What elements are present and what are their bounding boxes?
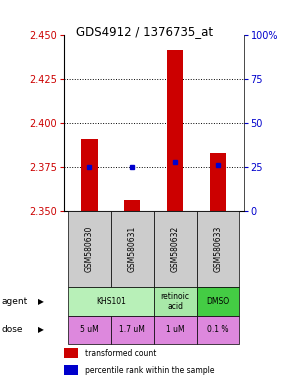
Text: 5 uM: 5 uM xyxy=(80,325,99,334)
Bar xyxy=(64,365,78,376)
Text: 1.7 uM: 1.7 uM xyxy=(119,325,145,334)
Text: GSM580631: GSM580631 xyxy=(128,226,137,272)
Text: GDS4912 / 1376735_at: GDS4912 / 1376735_at xyxy=(77,25,213,38)
Bar xyxy=(197,316,239,344)
Bar xyxy=(197,287,239,316)
Text: transformed count: transformed count xyxy=(85,349,157,358)
Text: GSM580632: GSM580632 xyxy=(171,226,180,272)
Bar xyxy=(124,200,140,211)
Bar xyxy=(81,139,98,211)
Text: KHS101: KHS101 xyxy=(96,297,126,306)
Bar xyxy=(210,153,226,211)
Text: ▶: ▶ xyxy=(38,297,44,306)
Text: percentile rank within the sample: percentile rank within the sample xyxy=(85,366,215,375)
Bar xyxy=(111,211,154,287)
Text: ▶: ▶ xyxy=(38,325,44,334)
Text: GSM580630: GSM580630 xyxy=(85,226,94,272)
Text: GSM580633: GSM580633 xyxy=(213,226,222,272)
Bar xyxy=(68,287,154,316)
Text: dose: dose xyxy=(1,325,23,334)
Bar xyxy=(68,316,111,344)
Bar xyxy=(167,50,183,211)
Bar xyxy=(111,316,154,344)
Bar xyxy=(64,348,78,358)
Text: 1 uM: 1 uM xyxy=(166,325,184,334)
Bar xyxy=(154,211,197,287)
Bar xyxy=(197,211,239,287)
Bar xyxy=(154,316,197,344)
Bar xyxy=(154,287,197,316)
Text: agent: agent xyxy=(1,297,28,306)
Bar xyxy=(68,211,111,287)
Text: retinoic
acid: retinoic acid xyxy=(161,292,190,311)
Text: DMSO: DMSO xyxy=(206,297,229,306)
Text: 0.1 %: 0.1 % xyxy=(207,325,229,334)
